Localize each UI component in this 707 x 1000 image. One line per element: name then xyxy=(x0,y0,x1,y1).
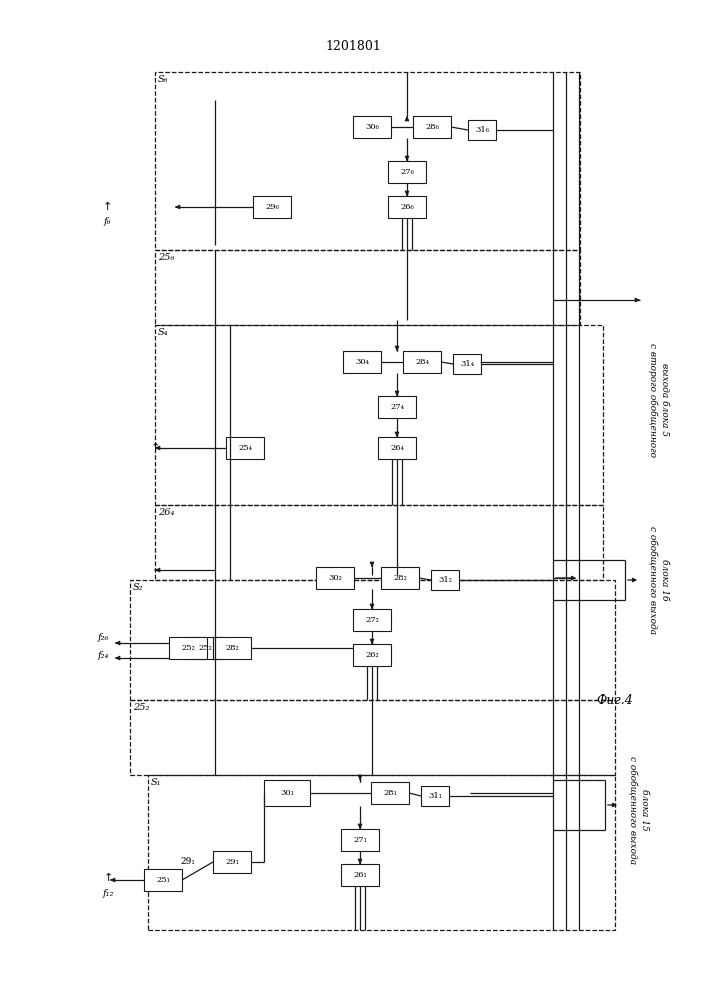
Text: блока 1б: блока 1б xyxy=(660,559,669,601)
Bar xyxy=(341,829,379,851)
Text: 25₄: 25₄ xyxy=(238,444,252,452)
Text: f₆: f₆ xyxy=(103,218,111,227)
Bar xyxy=(381,567,419,589)
Text: Фиг.4: Фиг.4 xyxy=(597,694,633,706)
Bar xyxy=(388,161,426,183)
Text: ↑: ↑ xyxy=(103,873,112,883)
Text: 30₂: 30₂ xyxy=(328,574,342,582)
Bar xyxy=(453,354,481,374)
Bar xyxy=(378,437,416,459)
Text: 31₂: 31₂ xyxy=(438,576,452,584)
Text: S₄: S₄ xyxy=(158,328,168,337)
Text: 27₆: 27₆ xyxy=(400,168,414,176)
Text: 31₄: 31₄ xyxy=(460,360,474,368)
Text: 25₁: 25₁ xyxy=(156,876,170,884)
Bar xyxy=(388,196,426,218)
Bar xyxy=(353,609,391,631)
Text: 26₄: 26₄ xyxy=(390,444,404,452)
Bar xyxy=(169,637,207,659)
Text: 26₂: 26₂ xyxy=(365,651,379,659)
Bar xyxy=(468,120,496,140)
Text: 30₄: 30₄ xyxy=(355,358,369,366)
Bar xyxy=(130,700,615,775)
Text: 28₄: 28₄ xyxy=(415,358,429,366)
Text: 30₆: 30₆ xyxy=(365,123,379,131)
Bar xyxy=(155,505,603,580)
Bar xyxy=(421,786,449,806)
Bar xyxy=(213,851,251,873)
Text: 27₄: 27₄ xyxy=(390,403,404,411)
Bar xyxy=(186,637,224,659)
Bar xyxy=(264,780,310,806)
Text: с второго обобщенного: с второго обобщенного xyxy=(648,343,658,457)
Bar xyxy=(155,325,603,505)
Text: S₂: S₂ xyxy=(133,583,144,592)
Text: 31₁: 31₁ xyxy=(428,792,442,800)
Text: 1201801: 1201801 xyxy=(325,40,381,53)
Bar xyxy=(144,869,182,891)
Bar xyxy=(378,396,416,418)
Text: 30₁: 30₁ xyxy=(280,789,294,797)
Text: 25₂: 25₂ xyxy=(198,644,212,652)
Bar xyxy=(371,782,409,804)
Bar xyxy=(130,580,615,700)
Text: 27₂: 27₂ xyxy=(365,616,379,624)
Bar xyxy=(403,351,441,373)
Bar xyxy=(155,72,580,250)
Text: блока 15: блока 15 xyxy=(640,789,649,831)
Bar xyxy=(213,637,251,659)
Bar xyxy=(253,196,291,218)
Text: f₂₄: f₂₄ xyxy=(98,650,109,660)
Bar xyxy=(353,644,391,666)
Bar xyxy=(413,116,451,138)
Text: 28₁: 28₁ xyxy=(383,789,397,797)
Text: 25₆: 25₆ xyxy=(158,253,175,262)
Text: f₁₂: f₁₂ xyxy=(103,888,114,898)
Text: S₆: S₆ xyxy=(158,75,168,84)
Bar xyxy=(148,775,615,930)
Text: 28₂: 28₂ xyxy=(225,644,239,652)
Text: 27₁: 27₁ xyxy=(353,836,367,844)
Bar xyxy=(341,864,379,886)
Text: ↑: ↑ xyxy=(103,202,112,212)
Bar xyxy=(353,116,391,138)
Text: 25₂: 25₂ xyxy=(181,644,195,652)
Bar xyxy=(226,437,264,459)
Text: S₁: S₁ xyxy=(151,778,161,787)
Text: 29₁: 29₁ xyxy=(225,858,239,866)
Text: ↑: ↑ xyxy=(151,443,160,453)
Text: с обобщенного выхода: с обобщенного выхода xyxy=(628,756,637,864)
Text: 26₁: 26₁ xyxy=(353,871,367,879)
Text: 26₄: 26₄ xyxy=(158,508,175,517)
Text: 31₆: 31₆ xyxy=(475,126,489,134)
Bar xyxy=(316,567,354,589)
Text: 28₂: 28₂ xyxy=(393,574,407,582)
Text: 28₆: 28₆ xyxy=(425,123,439,131)
Text: f₂₆: f₂₆ xyxy=(98,634,109,643)
Bar xyxy=(343,351,381,373)
Text: 29₆: 29₆ xyxy=(265,203,279,211)
Text: с обобщенного выхода: с обобщенного выхода xyxy=(648,526,658,634)
Text: 29₁: 29₁ xyxy=(180,857,195,866)
Text: выхода блока 5: выхода блока 5 xyxy=(660,363,669,437)
Bar xyxy=(431,570,459,590)
Text: 26₆: 26₆ xyxy=(400,203,414,211)
Bar xyxy=(155,250,580,325)
Text: 25₂: 25₂ xyxy=(133,703,149,712)
